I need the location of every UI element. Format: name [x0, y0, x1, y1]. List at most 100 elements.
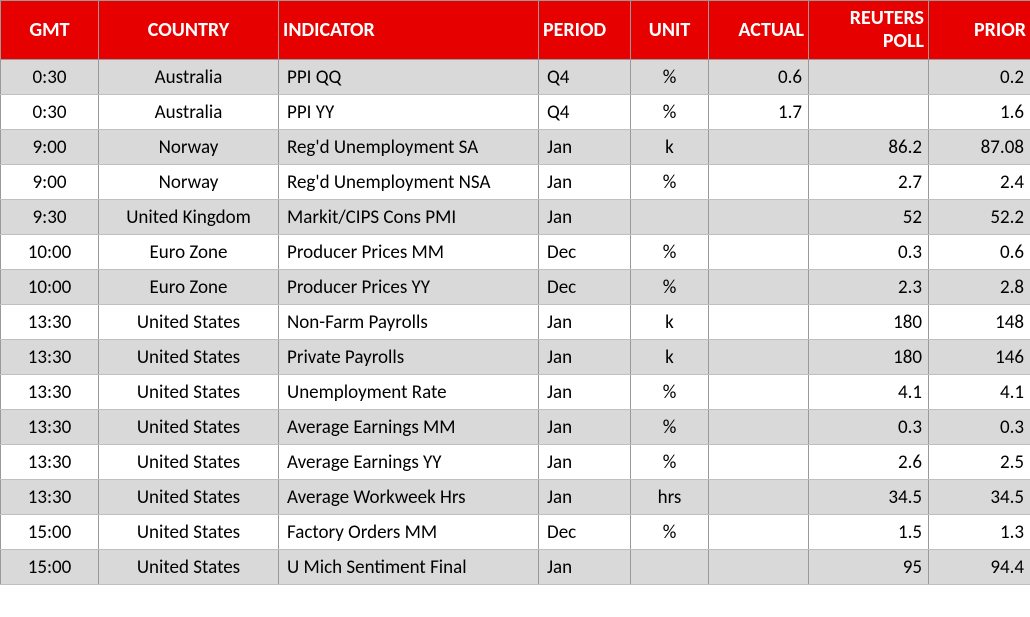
cell-gmt: 13:30 [1, 410, 99, 445]
cell-period: Jan [539, 200, 631, 235]
cell-actual: 0.6 [709, 60, 809, 95]
cell-unit: k [631, 305, 709, 340]
cell-period: Jan [539, 480, 631, 515]
cell-poll: 2.6 [809, 445, 929, 480]
cell-prior: 1.3 [929, 515, 1030, 550]
cell-indicator: Producer Prices YY [279, 270, 539, 305]
cell-poll: 180 [809, 305, 929, 340]
cell-poll: 95 [809, 550, 929, 585]
cell-period: Jan [539, 410, 631, 445]
cell-poll [809, 95, 929, 130]
cell-indicator: Unemployment Rate [279, 375, 539, 410]
table-row: 9:00NorwayReg'd Unemployment NSAJan%2.72… [1, 165, 1030, 200]
table-row: 9:00NorwayReg'd Unemployment SAJank86.28… [1, 130, 1030, 165]
cell-unit: % [631, 410, 709, 445]
cell-prior: 87.08 [929, 130, 1030, 165]
table-row: 13:30United StatesUnemployment RateJan%4… [1, 375, 1030, 410]
cell-prior: 2.5 [929, 445, 1030, 480]
cell-indicator: Markit/CIPS Cons PMI [279, 200, 539, 235]
cell-prior: 148 [929, 305, 1030, 340]
cell-gmt: 9:30 [1, 200, 99, 235]
cell-unit: hrs [631, 480, 709, 515]
table-row: 15:00United StatesFactory Orders MMDec%1… [1, 515, 1030, 550]
cell-prior: 2.4 [929, 165, 1030, 200]
cell-poll: 34.5 [809, 480, 929, 515]
economic-calendar-table: GMT COUNTRY INDICATOR PERIOD UNIT ACTUAL… [0, 0, 1030, 585]
cell-gmt: 13:30 [1, 445, 99, 480]
cell-prior: 94.4 [929, 550, 1030, 585]
cell-actual [709, 480, 809, 515]
cell-poll: 0.3 [809, 235, 929, 270]
cell-period: Jan [539, 165, 631, 200]
table-row: 13:30United StatesPrivate PayrollsJank18… [1, 340, 1030, 375]
cell-country: United Kingdom [99, 200, 279, 235]
cell-country: Euro Zone [99, 235, 279, 270]
cell-gmt: 13:30 [1, 305, 99, 340]
cell-gmt: 15:00 [1, 550, 99, 585]
cell-unit: % [631, 95, 709, 130]
table-row: 10:00Euro ZoneProducer Prices YYDec%2.32… [1, 270, 1030, 305]
cell-indicator: Average Workweek Hrs [279, 480, 539, 515]
cell-country: Australia [99, 60, 279, 95]
cell-actual [709, 165, 809, 200]
cell-poll: 1.5 [809, 515, 929, 550]
cell-unit: k [631, 340, 709, 375]
cell-prior: 0.3 [929, 410, 1030, 445]
cell-indicator: U Mich Sentiment Final [279, 550, 539, 585]
cell-poll: 86.2 [809, 130, 929, 165]
cell-unit: % [631, 270, 709, 305]
cell-unit [631, 550, 709, 585]
cell-indicator: Average Earnings MM [279, 410, 539, 445]
cell-country: United States [99, 480, 279, 515]
cell-actual [709, 550, 809, 585]
cell-poll: 52 [809, 200, 929, 235]
cell-prior: 34.5 [929, 480, 1030, 515]
cell-gmt: 13:30 [1, 375, 99, 410]
table-row: 10:00Euro ZoneProducer Prices MMDec%0.30… [1, 235, 1030, 270]
cell-country: United States [99, 445, 279, 480]
cell-gmt: 0:30 [1, 60, 99, 95]
cell-country: Norway [99, 130, 279, 165]
cell-period: Dec [539, 515, 631, 550]
col-header-actual: ACTUAL [709, 1, 809, 60]
table-row: 13:30United StatesAverage Workweek HrsJa… [1, 480, 1030, 515]
cell-indicator: Reg'd Unemployment NSA [279, 165, 539, 200]
cell-period: Jan [539, 130, 631, 165]
cell-indicator: Reg'd Unemployment SA [279, 130, 539, 165]
table-row: 13:30United StatesAverage Earnings YYJan… [1, 445, 1030, 480]
table-row: 9:30United KingdomMarkit/CIPS Cons PMIJa… [1, 200, 1030, 235]
cell-actual: 1.7 [709, 95, 809, 130]
cell-unit: % [631, 60, 709, 95]
cell-indicator: Private Payrolls [279, 340, 539, 375]
cell-indicator: PPI QQ [279, 60, 539, 95]
cell-gmt: 10:00 [1, 235, 99, 270]
cell-actual [709, 305, 809, 340]
cell-gmt: 15:00 [1, 515, 99, 550]
cell-indicator: Producer Prices MM [279, 235, 539, 270]
cell-unit: % [631, 375, 709, 410]
cell-poll: 180 [809, 340, 929, 375]
table-row: 13:30United StatesAverage Earnings MMJan… [1, 410, 1030, 445]
cell-actual [709, 340, 809, 375]
cell-gmt: 10:00 [1, 270, 99, 305]
cell-actual [709, 130, 809, 165]
cell-country: Australia [99, 95, 279, 130]
cell-unit: k [631, 130, 709, 165]
cell-period: Jan [539, 550, 631, 585]
cell-unit: % [631, 235, 709, 270]
cell-prior: 0.6 [929, 235, 1030, 270]
cell-indicator: Non-Farm Payrolls [279, 305, 539, 340]
cell-country: United States [99, 515, 279, 550]
cell-poll: 4.1 [809, 375, 929, 410]
table-row: 13:30United StatesNon-Farm PayrollsJank1… [1, 305, 1030, 340]
cell-indicator: Factory Orders MM [279, 515, 539, 550]
cell-period: Dec [539, 270, 631, 305]
table-header-row: GMT COUNTRY INDICATOR PERIOD UNIT ACTUAL… [1, 1, 1030, 60]
cell-actual [709, 410, 809, 445]
cell-indicator: Average Earnings YY [279, 445, 539, 480]
cell-prior: 52.2 [929, 200, 1030, 235]
cell-actual [709, 270, 809, 305]
cell-gmt: 9:00 [1, 165, 99, 200]
cell-period: Jan [539, 445, 631, 480]
table-row: 0:30AustraliaPPI YYQ4%1.71.6 [1, 95, 1030, 130]
